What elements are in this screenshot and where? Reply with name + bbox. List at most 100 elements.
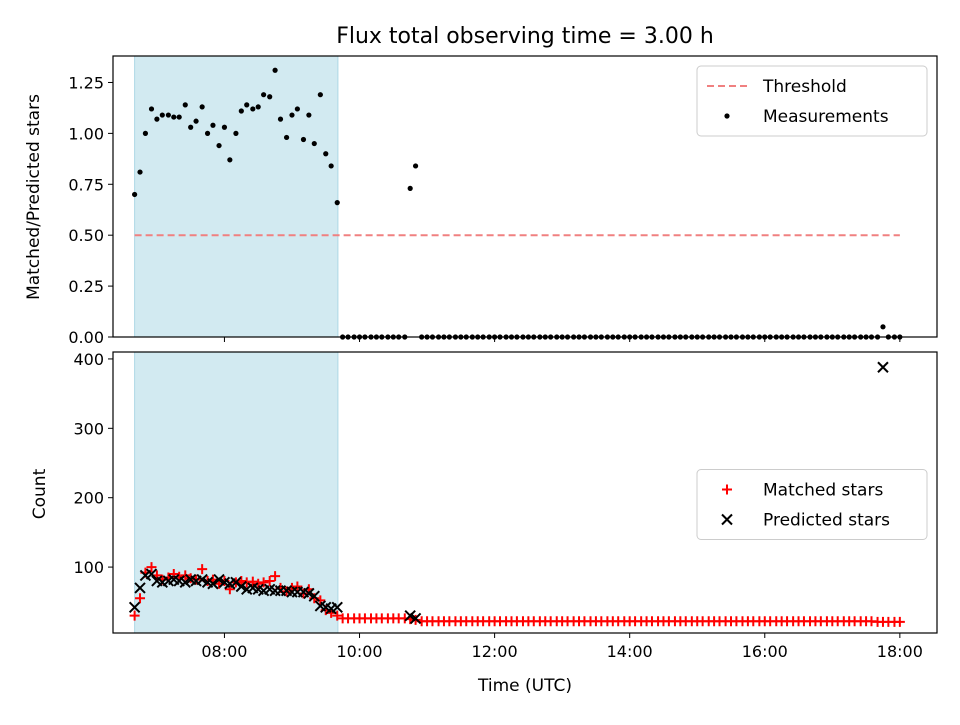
data-point xyxy=(261,92,267,98)
data-point xyxy=(311,140,317,147)
legend-matched-marker xyxy=(722,484,732,495)
data-point xyxy=(137,169,143,175)
data-point xyxy=(258,577,269,588)
y-tick-label: 100 xyxy=(73,558,104,577)
data-point xyxy=(135,593,146,604)
x-tick-label: 18:00 xyxy=(877,642,923,661)
data-point xyxy=(179,576,191,589)
data-point xyxy=(880,324,886,330)
data-point xyxy=(317,92,323,98)
bottom-y-axis-label: Count xyxy=(30,468,50,519)
data-point xyxy=(171,114,177,120)
legend-box xyxy=(696,469,928,540)
x-tick-label: 12:00 xyxy=(472,642,518,661)
y-tick-label: 0.50 xyxy=(68,226,104,245)
axes-frame xyxy=(112,55,938,338)
y-tick-label: 200 xyxy=(73,489,104,508)
y-tick-label: 400 xyxy=(73,350,104,369)
legend-label: Predicted stars xyxy=(763,511,890,531)
x-axis-label: Time (UTC) xyxy=(477,676,572,696)
data-point xyxy=(315,595,326,606)
data-point xyxy=(132,191,138,198)
data-point xyxy=(283,134,290,141)
x-tick-label: 14:00 xyxy=(607,642,653,661)
data-point xyxy=(142,130,149,136)
data-point xyxy=(129,610,140,621)
data-point xyxy=(197,564,208,575)
data-point xyxy=(154,116,160,122)
highlight-span xyxy=(134,55,339,338)
data-point xyxy=(300,136,307,143)
data-point xyxy=(409,612,422,625)
x-tick-label: 10:00 xyxy=(336,642,382,661)
data-point xyxy=(221,124,228,130)
y-tick-label: 1.25 xyxy=(68,73,104,92)
data-point xyxy=(244,102,250,108)
data-point xyxy=(255,104,261,110)
data-point xyxy=(277,116,284,122)
data-point xyxy=(134,582,146,594)
legend: Threshold Measurements xyxy=(696,65,928,137)
x-tick-label: 08:00 xyxy=(201,642,247,661)
legend-predicted-marker xyxy=(721,513,733,526)
legend: Matched stars Predicted stars xyxy=(696,469,928,540)
data-point xyxy=(264,575,275,586)
data-point xyxy=(238,108,244,114)
data-point xyxy=(196,573,208,586)
legend-box xyxy=(696,65,928,137)
data-point xyxy=(323,151,329,157)
data-point xyxy=(235,580,248,593)
data-point xyxy=(404,609,416,622)
data-point xyxy=(207,578,219,590)
data-point xyxy=(272,67,278,73)
data-point xyxy=(216,142,222,149)
data-point xyxy=(332,610,343,621)
data-point xyxy=(182,102,188,108)
data-point xyxy=(233,130,239,136)
legend-measurements-marker xyxy=(724,113,730,119)
data-point xyxy=(328,163,334,169)
data-point xyxy=(894,616,905,627)
data-point xyxy=(308,590,320,602)
data-point xyxy=(267,94,273,100)
top-panel: 0.00 0.25 0.50 0.75 1.00 1.25 Threshold Measure… xyxy=(68,55,938,347)
legend-label: Matched stars xyxy=(763,481,883,501)
data-point xyxy=(145,568,158,580)
legend-label: Threshold xyxy=(762,77,847,97)
data-point xyxy=(213,573,225,586)
data-point xyxy=(148,106,155,112)
data-point xyxy=(210,122,216,128)
data-point xyxy=(331,601,343,614)
chart-title: Flux total observing time = 3.00 h xyxy=(336,24,714,49)
data-point xyxy=(334,200,340,206)
legend-label: Measurements xyxy=(763,107,889,127)
x-tick-label: 16:00 xyxy=(742,642,788,661)
axes-frame xyxy=(112,351,938,634)
data-point xyxy=(168,569,179,580)
data-point xyxy=(250,106,256,112)
data-point xyxy=(407,185,413,191)
data-point xyxy=(128,601,141,614)
data-point xyxy=(270,571,281,582)
data-point xyxy=(292,581,303,592)
top-y-axis-label: Matched/Predicted stars xyxy=(24,94,44,300)
y-tick-label: 1.00 xyxy=(68,124,104,143)
data-point xyxy=(188,124,194,130)
data-point xyxy=(294,106,300,112)
data-point xyxy=(412,163,419,169)
data-point xyxy=(193,118,199,124)
data-point xyxy=(146,562,157,573)
data-point xyxy=(227,157,233,163)
y-tick-label: 0.75 xyxy=(68,175,104,194)
data-point xyxy=(303,587,315,600)
y-tick-label: 0.00 xyxy=(68,328,104,347)
data-point xyxy=(224,584,235,595)
y-tick-label: 0.25 xyxy=(68,277,104,296)
data-point xyxy=(306,112,312,118)
data-point xyxy=(176,114,182,120)
data-point xyxy=(877,361,889,373)
data-point xyxy=(199,104,205,110)
data-point xyxy=(289,112,295,118)
bottom-panel: 100 200 300 400 08:00 10:00 12:00 14:00 16:00 18:… xyxy=(73,350,938,661)
